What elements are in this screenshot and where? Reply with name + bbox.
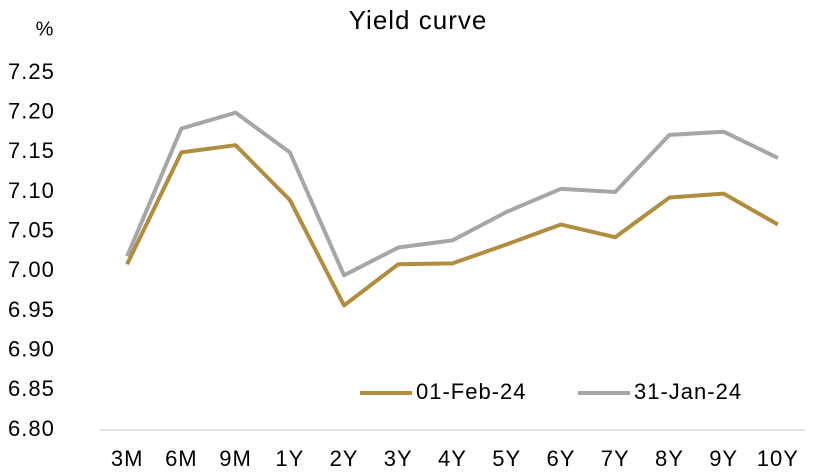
y-tick-label: 7.05	[8, 217, 55, 242]
x-tick-label: 6Y	[547, 446, 576, 471]
x-tick-label: 9M	[219, 446, 252, 471]
legend-label: 01-Feb-24	[416, 379, 527, 404]
y-axis-label: %	[36, 18, 55, 40]
y-tick-label: 6.90	[8, 336, 55, 361]
x-tick-label: 5Y	[492, 446, 521, 471]
y-tick-label: 7.15	[8, 138, 55, 163]
y-tick-label: 7.10	[8, 178, 55, 203]
x-tick-label: 3M	[111, 446, 144, 471]
x-tick-label: 3Y	[384, 446, 413, 471]
x-tick-label: 1Y	[275, 446, 304, 471]
y-tick-label: 6.95	[8, 297, 55, 322]
chart-title: Yield curve	[349, 5, 488, 35]
x-tick-label: 10Y	[757, 446, 799, 471]
x-tick-label: 4Y	[438, 446, 467, 471]
series-line	[125, 110, 779, 278]
x-tick-label: 7Y	[601, 446, 630, 471]
y-tick-label: 6.85	[8, 376, 55, 401]
y-tick-label: 7.25	[8, 59, 55, 84]
x-tick-label: 2Y	[330, 446, 359, 471]
x-tick-label: 6M	[165, 446, 198, 471]
y-tick-label: 7.00	[8, 257, 55, 282]
x-tick-label: 8Y	[655, 446, 684, 471]
y-tick-label: 7.20	[8, 98, 55, 123]
series-line	[125, 143, 779, 308]
legend-label: 31-Jan-24	[634, 379, 742, 404]
y-tick-label: 6.80	[8, 416, 55, 441]
x-tick-label: 9Y	[709, 446, 738, 471]
